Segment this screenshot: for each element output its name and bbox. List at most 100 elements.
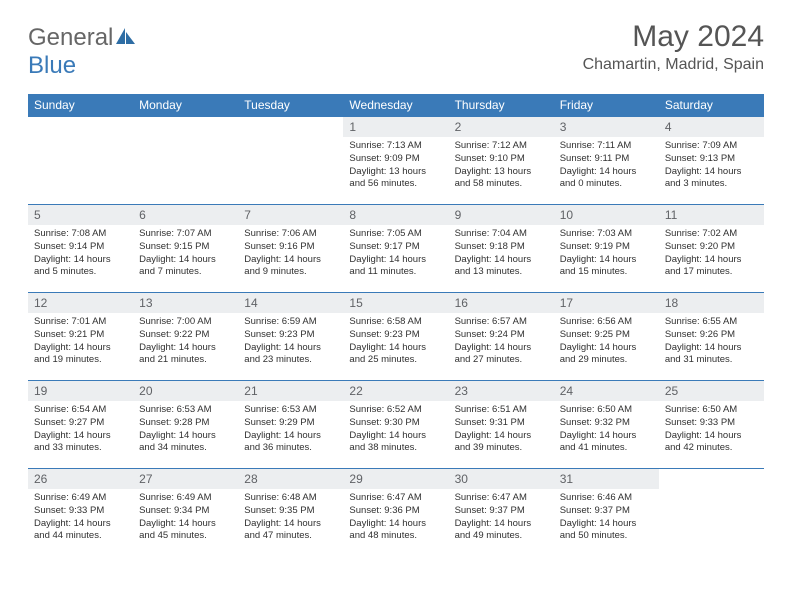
calendar-cell: 18Sunrise: 6:55 AMSunset: 9:26 PMDayligh… bbox=[659, 293, 764, 381]
month-title: May 2024 bbox=[583, 20, 764, 54]
sail-icon bbox=[115, 27, 137, 50]
day-number: 17 bbox=[554, 293, 659, 313]
day-info: Sunrise: 6:59 AMSunset: 9:23 PMDaylight:… bbox=[238, 313, 343, 371]
day-number: 13 bbox=[133, 293, 238, 313]
calendar-cell: 27Sunrise: 6:49 AMSunset: 9:34 PMDayligh… bbox=[133, 469, 238, 557]
day-info: Sunrise: 7:12 AMSunset: 9:10 PMDaylight:… bbox=[449, 137, 554, 195]
day-info: Sunrise: 6:53 AMSunset: 9:28 PMDaylight:… bbox=[133, 401, 238, 459]
day-info: Sunrise: 7:01 AMSunset: 9:21 PMDaylight:… bbox=[28, 313, 133, 371]
calendar-row: 12Sunrise: 7:01 AMSunset: 9:21 PMDayligh… bbox=[28, 293, 764, 381]
location-text: Chamartin, Madrid, Spain bbox=[583, 56, 764, 74]
day-info: Sunrise: 7:11 AMSunset: 9:11 PMDaylight:… bbox=[554, 137, 659, 195]
calendar-cell: 26Sunrise: 6:49 AMSunset: 9:33 PMDayligh… bbox=[28, 469, 133, 557]
day-number: 8 bbox=[343, 205, 448, 225]
page-header: GeneralBlue May 2024 Chamartin, Madrid, … bbox=[28, 20, 764, 80]
calendar-cell: 3Sunrise: 7:11 AMSunset: 9:11 PMDaylight… bbox=[554, 117, 659, 205]
day-number: 14 bbox=[238, 293, 343, 313]
calendar-cell: 8Sunrise: 7:05 AMSunset: 9:17 PMDaylight… bbox=[343, 205, 448, 293]
day-info: Sunrise: 6:50 AMSunset: 9:33 PMDaylight:… bbox=[659, 401, 764, 459]
day-info: Sunrise: 6:56 AMSunset: 9:25 PMDaylight:… bbox=[554, 313, 659, 371]
weekday-sunday: Sunday bbox=[28, 94, 133, 117]
calendar-cell bbox=[28, 117, 133, 205]
day-number: 9 bbox=[449, 205, 554, 225]
calendar-row: 5Sunrise: 7:08 AMSunset: 9:14 PMDaylight… bbox=[28, 205, 764, 293]
calendar-cell: 25Sunrise: 6:50 AMSunset: 9:33 PMDayligh… bbox=[659, 381, 764, 469]
day-number: 22 bbox=[343, 381, 448, 401]
day-number: 3 bbox=[554, 117, 659, 137]
calendar-cell: 12Sunrise: 7:01 AMSunset: 9:21 PMDayligh… bbox=[28, 293, 133, 381]
calendar-cell: 20Sunrise: 6:53 AMSunset: 9:28 PMDayligh… bbox=[133, 381, 238, 469]
day-number: 5 bbox=[28, 205, 133, 225]
day-info: Sunrise: 6:47 AMSunset: 9:37 PMDaylight:… bbox=[449, 489, 554, 547]
day-info: Sunrise: 7:04 AMSunset: 9:18 PMDaylight:… bbox=[449, 225, 554, 283]
brand-logo: GeneralBlue bbox=[28, 20, 137, 80]
day-number: 24 bbox=[554, 381, 659, 401]
day-number: 23 bbox=[449, 381, 554, 401]
day-info: Sunrise: 7:07 AMSunset: 9:15 PMDaylight:… bbox=[133, 225, 238, 283]
day-number: 6 bbox=[133, 205, 238, 225]
day-number: 10 bbox=[554, 205, 659, 225]
title-block: May 2024 Chamartin, Madrid, Spain bbox=[583, 20, 764, 74]
day-number: 16 bbox=[449, 293, 554, 313]
weekday-thursday: Thursday bbox=[449, 94, 554, 117]
day-info: Sunrise: 7:13 AMSunset: 9:09 PMDaylight:… bbox=[343, 137, 448, 195]
day-info: Sunrise: 6:57 AMSunset: 9:24 PMDaylight:… bbox=[449, 313, 554, 371]
calendar-cell: 14Sunrise: 6:59 AMSunset: 9:23 PMDayligh… bbox=[238, 293, 343, 381]
day-number: 26 bbox=[28, 469, 133, 489]
calendar-cell: 23Sunrise: 6:51 AMSunset: 9:31 PMDayligh… bbox=[449, 381, 554, 469]
day-number: 25 bbox=[659, 381, 764, 401]
calendar-cell: 30Sunrise: 6:47 AMSunset: 9:37 PMDayligh… bbox=[449, 469, 554, 557]
calendar-table: SundayMondayTuesdayWednesdayThursdayFrid… bbox=[28, 94, 764, 557]
calendar-cell bbox=[659, 469, 764, 557]
day-number: 11 bbox=[659, 205, 764, 225]
calendar-cell: 5Sunrise: 7:08 AMSunset: 9:14 PMDaylight… bbox=[28, 205, 133, 293]
day-info: Sunrise: 6:54 AMSunset: 9:27 PMDaylight:… bbox=[28, 401, 133, 459]
day-info: Sunrise: 6:48 AMSunset: 9:35 PMDaylight:… bbox=[238, 489, 343, 547]
calendar-cell: 9Sunrise: 7:04 AMSunset: 9:18 PMDaylight… bbox=[449, 205, 554, 293]
day-number: 12 bbox=[28, 293, 133, 313]
weekday-friday: Friday bbox=[554, 94, 659, 117]
calendar-cell: 13Sunrise: 7:00 AMSunset: 9:22 PMDayligh… bbox=[133, 293, 238, 381]
day-number: 30 bbox=[449, 469, 554, 489]
calendar-cell: 29Sunrise: 6:47 AMSunset: 9:36 PMDayligh… bbox=[343, 469, 448, 557]
day-number: 15 bbox=[343, 293, 448, 313]
weekday-saturday: Saturday bbox=[659, 94, 764, 117]
day-number: 29 bbox=[343, 469, 448, 489]
day-info: Sunrise: 6:55 AMSunset: 9:26 PMDaylight:… bbox=[659, 313, 764, 371]
day-info: Sunrise: 6:47 AMSunset: 9:36 PMDaylight:… bbox=[343, 489, 448, 547]
calendar-cell: 15Sunrise: 6:58 AMSunset: 9:23 PMDayligh… bbox=[343, 293, 448, 381]
day-number: 1 bbox=[343, 117, 448, 137]
calendar-page: GeneralBlue May 2024 Chamartin, Madrid, … bbox=[0, 0, 792, 577]
day-info: Sunrise: 6:51 AMSunset: 9:31 PMDaylight:… bbox=[449, 401, 554, 459]
day-info: Sunrise: 6:58 AMSunset: 9:23 PMDaylight:… bbox=[343, 313, 448, 371]
day-number: 4 bbox=[659, 117, 764, 137]
day-info: Sunrise: 6:53 AMSunset: 9:29 PMDaylight:… bbox=[238, 401, 343, 459]
calendar-cell bbox=[133, 117, 238, 205]
brand-text-2: Blue bbox=[28, 52, 76, 79]
calendar-row: 26Sunrise: 6:49 AMSunset: 9:33 PMDayligh… bbox=[28, 469, 764, 557]
day-number: 20 bbox=[133, 381, 238, 401]
day-info: Sunrise: 6:49 AMSunset: 9:34 PMDaylight:… bbox=[133, 489, 238, 547]
calendar-cell bbox=[238, 117, 343, 205]
day-info: Sunrise: 7:05 AMSunset: 9:17 PMDaylight:… bbox=[343, 225, 448, 283]
calendar-cell: 16Sunrise: 6:57 AMSunset: 9:24 PMDayligh… bbox=[449, 293, 554, 381]
day-number: 28 bbox=[238, 469, 343, 489]
calendar-cell: 24Sunrise: 6:50 AMSunset: 9:32 PMDayligh… bbox=[554, 381, 659, 469]
day-info: Sunrise: 7:02 AMSunset: 9:20 PMDaylight:… bbox=[659, 225, 764, 283]
day-info: Sunrise: 7:06 AMSunset: 9:16 PMDaylight:… bbox=[238, 225, 343, 283]
calendar-cell: 4Sunrise: 7:09 AMSunset: 9:13 PMDaylight… bbox=[659, 117, 764, 205]
calendar-cell: 17Sunrise: 6:56 AMSunset: 9:25 PMDayligh… bbox=[554, 293, 659, 381]
calendar-cell: 7Sunrise: 7:06 AMSunset: 9:16 PMDaylight… bbox=[238, 205, 343, 293]
calendar-cell: 6Sunrise: 7:07 AMSunset: 9:15 PMDaylight… bbox=[133, 205, 238, 293]
calendar-row: 1Sunrise: 7:13 AMSunset: 9:09 PMDaylight… bbox=[28, 117, 764, 205]
weekday-wednesday: Wednesday bbox=[343, 94, 448, 117]
day-info: Sunrise: 6:50 AMSunset: 9:32 PMDaylight:… bbox=[554, 401, 659, 459]
calendar-cell: 22Sunrise: 6:52 AMSunset: 9:30 PMDayligh… bbox=[343, 381, 448, 469]
day-number: 27 bbox=[133, 469, 238, 489]
calendar-cell: 31Sunrise: 6:46 AMSunset: 9:37 PMDayligh… bbox=[554, 469, 659, 557]
day-info: Sunrise: 7:03 AMSunset: 9:19 PMDaylight:… bbox=[554, 225, 659, 283]
calendar-cell: 1Sunrise: 7:13 AMSunset: 9:09 PMDaylight… bbox=[343, 117, 448, 205]
calendar-cell: 28Sunrise: 6:48 AMSunset: 9:35 PMDayligh… bbox=[238, 469, 343, 557]
weekday-tuesday: Tuesday bbox=[238, 94, 343, 117]
day-info: Sunrise: 7:00 AMSunset: 9:22 PMDaylight:… bbox=[133, 313, 238, 371]
